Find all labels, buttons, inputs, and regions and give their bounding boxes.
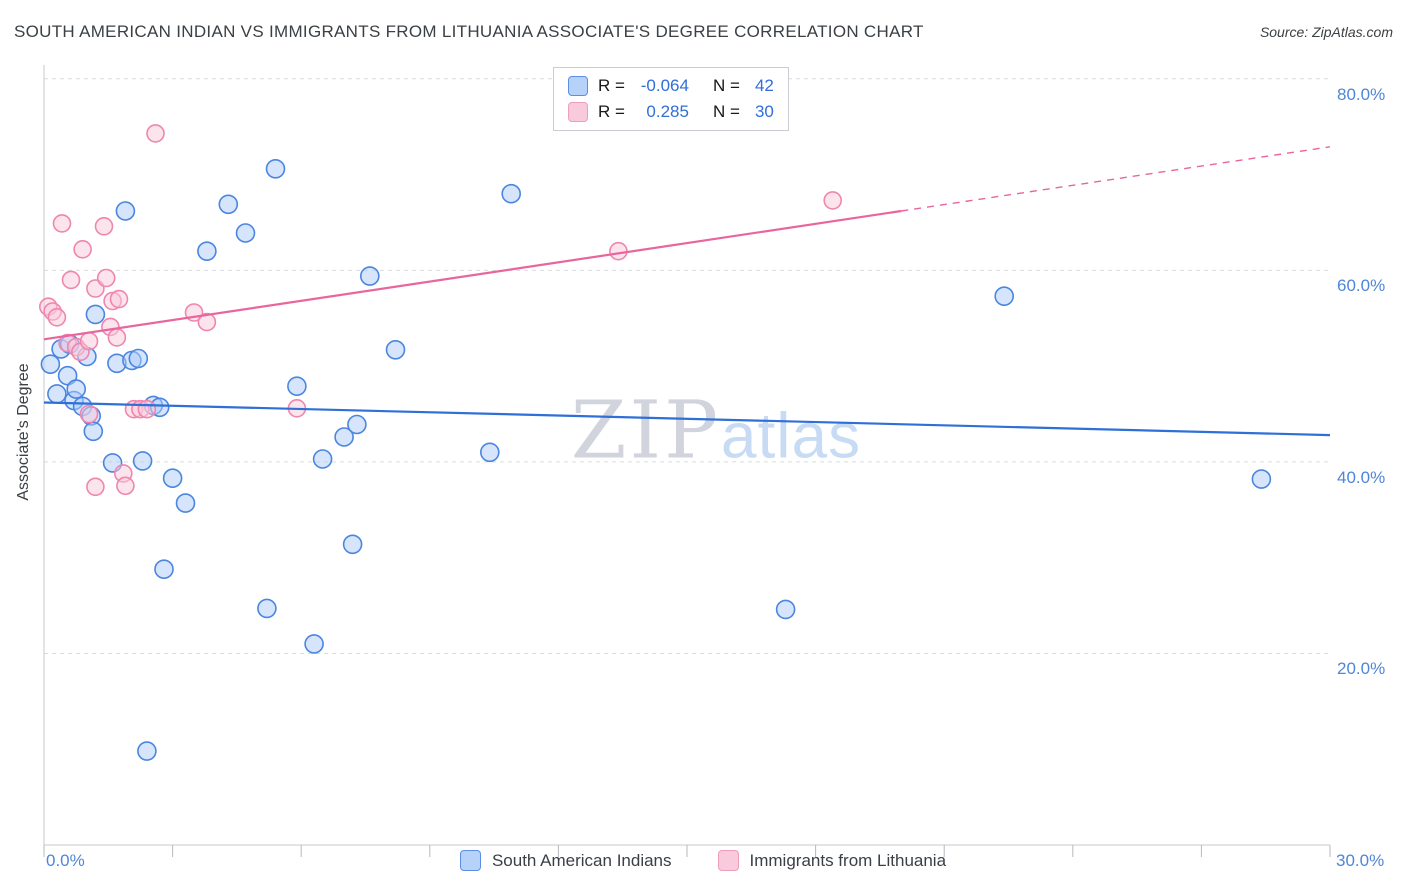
n-label: N = — [712, 76, 740, 95]
pink-series-swatch — [717, 850, 739, 871]
data-point — [334, 427, 354, 447]
y-tick-label: 20.0% — [1337, 659, 1386, 679]
data-point — [154, 559, 174, 580]
data-point — [73, 240, 92, 259]
data-point — [501, 183, 522, 204]
trend-line — [43, 401, 1331, 437]
data-point — [312, 449, 333, 469]
source-attribution: Source: ZipAtlas.com — [1259, 24, 1393, 40]
r-label: R = — [598, 76, 625, 95]
trend-line — [901, 146, 1331, 212]
data-point — [128, 348, 149, 369]
data-point — [775, 599, 796, 620]
data-point — [175, 493, 196, 513]
data-point — [79, 331, 99, 351]
data-point — [479, 442, 500, 463]
trend-line — [43, 209, 902, 341]
data-point — [52, 214, 72, 233]
data-point — [96, 268, 116, 288]
data-point — [86, 477, 105, 497]
series-legend: South American Indians Immigrants from L… — [0, 850, 1406, 871]
watermark-zip-text: ZIP — [570, 383, 721, 477]
x-axis-min-label: 0.0% — [46, 851, 85, 870]
data-point — [109, 289, 129, 309]
data-point — [146, 124, 165, 143]
legend-row-pink: R = 0.285 N = 30 — [568, 102, 774, 122]
data-point — [162, 468, 183, 489]
y-tick-label: 40.0% — [1337, 467, 1386, 487]
data-point — [94, 217, 114, 236]
data-point — [342, 534, 363, 555]
r-label: R = — [598, 102, 625, 121]
series-legend-label: South American Indians — [491, 850, 672, 870]
data-point — [107, 328, 127, 347]
r-value: -0.064 — [640, 76, 689, 95]
data-point — [197, 312, 217, 332]
data-point — [137, 399, 157, 419]
data-point — [197, 241, 217, 261]
data-point — [47, 384, 67, 404]
legend-row-blue: R = -0.064 N = 42 — [568, 76, 774, 96]
data-point — [85, 304, 106, 325]
data-point — [823, 191, 843, 210]
blue-series-swatch — [459, 850, 481, 871]
r-value: 0.285 — [646, 102, 689, 121]
data-point — [115, 201, 136, 221]
data-point — [304, 634, 324, 654]
blue-series-swatch — [568, 76, 588, 96]
data-point — [137, 741, 157, 761]
n-value: 42 — [754, 76, 774, 95]
data-point — [66, 379, 86, 399]
page-title: SOUTH AMERICAN INDIAN VS IMMIGRANTS FROM… — [14, 22, 924, 41]
data-point — [359, 266, 380, 286]
data-point — [218, 194, 239, 215]
y-tick-label: 60.0% — [1337, 276, 1386, 296]
data-point — [1251, 469, 1272, 489]
data-point — [257, 598, 277, 619]
series-legend-item-blue: South American Indians — [459, 850, 672, 871]
pink-series-swatch — [568, 102, 588, 122]
data-point — [994, 286, 1015, 307]
series-legend-item-pink: Immigrants from Lithuania — [717, 850, 947, 871]
data-point — [116, 476, 135, 496]
data-point — [83, 421, 104, 442]
data-point — [132, 451, 153, 471]
series-south-american-indians — [40, 159, 1272, 761]
data-point — [61, 270, 81, 290]
x-axis-max-label: 30.0% — [1336, 851, 1385, 870]
data-point — [347, 414, 367, 435]
data-point — [265, 159, 286, 179]
watermark: ZIP atlas — [571, 384, 861, 477]
y-tick-label: 80.0% — [1337, 84, 1386, 104]
y-axis-title: Associate's Degree — [15, 363, 32, 501]
correlation-legend: R = -0.064 N = 42 R = 0.285 N = 30 — [553, 67, 789, 131]
series-legend-label: Immigrants from Lithuania — [749, 850, 947, 870]
n-label: N = — [712, 102, 740, 121]
watermark-atlas-text: atlas — [720, 399, 862, 472]
data-point — [40, 354, 61, 375]
data-point — [79, 404, 99, 424]
data-point — [609, 241, 628, 261]
n-value: 30 — [754, 102, 774, 121]
data-point — [47, 307, 67, 327]
series-immigrants-from-lithuania — [38, 124, 843, 497]
data-point — [385, 339, 406, 360]
data-point — [287, 376, 307, 397]
data-point — [235, 223, 256, 243]
